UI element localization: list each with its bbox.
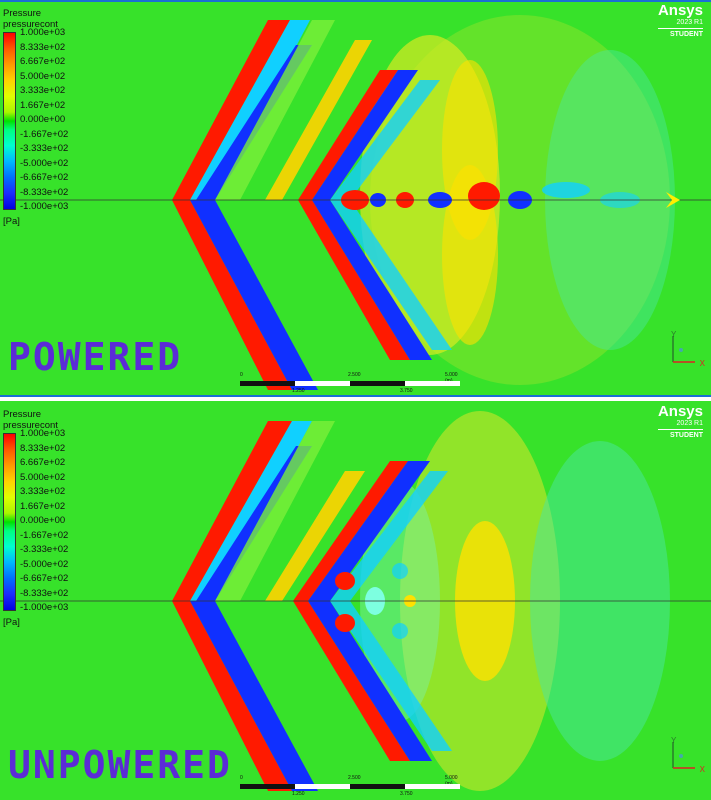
pressure-legend: Pressure pressurecont 1.000e+03 8.333e+0… [3, 409, 68, 628]
legend-tick: 0.000e+00 [20, 515, 66, 526]
legend-variable: pressurecont [3, 420, 58, 431]
pressure-legend: Pressure pressurecont 1.000e+03 8.333e+0… [3, 8, 68, 227]
legend-tick: -8.333e+02 [20, 186, 69, 198]
legend-variable: pressurecont [3, 19, 58, 30]
legend-tick: -1.667e+02 [20, 128, 69, 140]
axis-triad: Y X [665, 736, 705, 776]
legend-title: Pressure [3, 8, 42, 19]
legend-tick: 1.000e+03 [20, 27, 66, 38]
scale-label: 3.750 [400, 791, 413, 797]
legend-tick: 5.000e+02 [20, 70, 66, 82]
scale-label: 2.500 [348, 775, 361, 781]
scale-label: 3.750 [400, 388, 413, 394]
legend-tick: -1.667e+02 [20, 529, 69, 541]
brand-edition: STUDENT [657, 28, 703, 39]
legend-tick: 5.000e+02 [20, 471, 66, 483]
axis-x-label: X [699, 765, 705, 774]
legend-tick: -1.000e+03 [20, 201, 69, 212]
unpowered-label: UNPOWERED [8, 743, 232, 787]
legend-title: Pressure [3, 409, 42, 420]
top-border [0, 0, 711, 2]
legend-tick: -8.333e+02 [20, 587, 69, 599]
scale-bar: 0 2.500 5.000 (m) 1.250 3.750 [240, 775, 460, 800]
legend-tick: 6.667e+02 [20, 56, 66, 67]
pressure-contour-field [0, 0, 711, 395]
legend-tick: 1.667e+02 [20, 99, 66, 111]
pressure-contour-field [0, 401, 711, 800]
scale-label: 1.250 [292, 791, 305, 797]
axis-x-label: X [699, 359, 705, 368]
legend-tick: 6.667e+02 [20, 457, 66, 468]
scale-label: 0 [240, 775, 243, 781]
legend-tick: -6.667e+02 [20, 172, 69, 183]
powered-label: POWERED [8, 335, 183, 379]
axis-y-label: Y [671, 736, 677, 745]
scale-label: 0 [240, 372, 243, 378]
legend-tick: -5.000e+02 [20, 558, 69, 570]
brand-name: Ansys [657, 403, 703, 420]
legend-tick: -5.000e+02 [20, 157, 69, 169]
legend-tick: 8.333e+02 [20, 41, 66, 53]
legend-tick: 8.333e+02 [20, 442, 66, 454]
legend-colorbar [3, 433, 16, 611]
axis-triad: Y X [665, 330, 705, 370]
legend-tick: 1.667e+02 [20, 500, 66, 512]
ansys-logo: Ansys 2023 R1 STUDENT [657, 403, 703, 440]
scale-bar: 0 2.500 5.000 (m) 1.250 3.750 [240, 372, 460, 395]
legend-tick: 0.000e+00 [20, 114, 66, 125]
panel-separator [0, 395, 711, 401]
legend-colorbar [3, 32, 16, 210]
brand-version: 2023 R1 [676, 19, 703, 26]
powered-contour-panel: Pressure pressurecont 1.000e+03 8.333e+0… [0, 0, 711, 395]
legend-unit: [Pa] [3, 617, 20, 628]
legend-tick: -3.333e+02 [20, 544, 69, 555]
legend-tick: 3.333e+02 [20, 85, 66, 96]
legend-tick: -1.000e+03 [20, 602, 69, 613]
legend-tick: 3.333e+02 [20, 486, 66, 497]
legend-tick: 1.000e+03 [20, 428, 66, 439]
scale-label: 2.500 [348, 372, 361, 378]
legend-tick: -3.333e+02 [20, 143, 69, 154]
unpowered-contour-panel: Pressure pressurecont 1.000e+03 8.333e+0… [0, 401, 711, 800]
ansys-logo: Ansys 2023 R1 STUDENT [657, 2, 703, 39]
legend-unit: [Pa] [3, 216, 20, 227]
scale-label: 1.250 [292, 388, 305, 394]
brand-name: Ansys [657, 2, 703, 19]
legend-tick: -6.667e+02 [20, 573, 69, 584]
brand-edition: STUDENT [657, 429, 703, 440]
axis-y-label: Y [671, 330, 677, 339]
brand-version: 2023 R1 [676, 420, 703, 427]
